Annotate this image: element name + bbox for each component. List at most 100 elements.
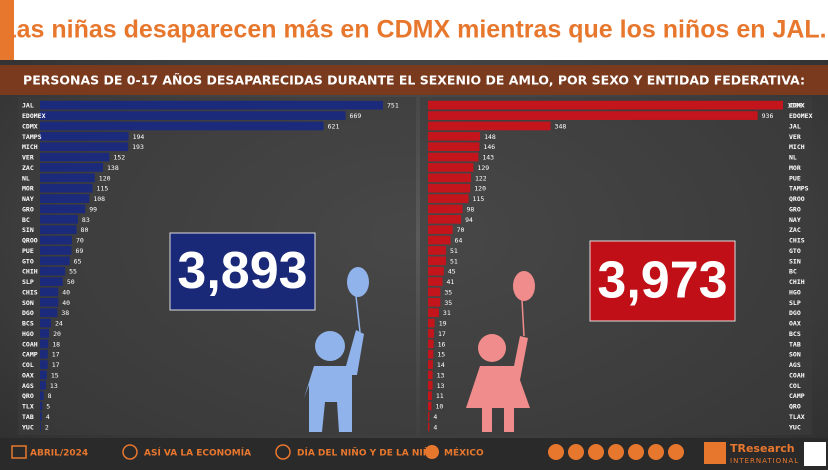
value-label: 4	[433, 413, 437, 421]
bar	[40, 173, 95, 183]
value-label: 99	[89, 205, 97, 213]
bar	[40, 349, 48, 359]
footer-brand-sub: INTERNATIONAL	[730, 457, 799, 465]
category-label: COAH	[22, 340, 38, 348]
category-label: VER	[789, 133, 801, 141]
value-label: 194	[133, 133, 145, 141]
value-label: 17	[52, 361, 60, 369]
category-label: QROO	[789, 195, 805, 203]
bar	[40, 163, 104, 172]
bar	[428, 142, 480, 152]
category-label: NL	[22, 174, 30, 182]
category-label: BCS	[789, 330, 801, 338]
category-label: PUE	[22, 247, 34, 255]
value-label: 20	[53, 330, 61, 338]
bar	[40, 214, 78, 224]
bar	[40, 370, 47, 380]
title: Las niñas desaparecen más en CDMX mientr…	[1, 16, 826, 44]
bar	[40, 204, 86, 214]
bar	[428, 297, 441, 307]
footer-date: ABRIL/2024	[30, 449, 88, 459]
value-label: 80	[81, 226, 89, 234]
category-label: OAX	[789, 320, 801, 328]
bar	[40, 111, 346, 120]
category-label: TLAX	[789, 413, 805, 421]
value-label: 4	[46, 413, 50, 421]
subtitle: PERSONAS DE 0-17 AÑOS DESAPARECIDAS DURA…	[23, 73, 805, 88]
category-label: MOR	[789, 164, 801, 172]
bar	[40, 401, 43, 411]
value-label: 120	[474, 185, 486, 193]
category-label: VER	[22, 154, 34, 162]
bar	[428, 204, 463, 214]
value-label: 115	[97, 185, 109, 193]
category-label: COL	[789, 382, 801, 390]
bar	[428, 370, 433, 380]
category-label: AGS	[22, 382, 34, 390]
bar	[40, 287, 59, 297]
category-label: DGO	[22, 309, 34, 317]
bar	[40, 266, 66, 276]
value-label: 146	[483, 143, 495, 151]
category-label: CDMX	[789, 102, 805, 110]
bar	[428, 287, 441, 297]
value-label: 2	[45, 423, 49, 431]
bar	[428, 183, 471, 193]
value-label: 38	[61, 309, 69, 317]
value-label: 17	[52, 351, 60, 359]
bar	[40, 412, 42, 421]
value-label: 40	[62, 288, 70, 296]
category-label: CHIH	[789, 278, 805, 286]
value-label: 50	[67, 278, 75, 286]
bar	[428, 111, 758, 120]
category-label: SON	[22, 299, 34, 307]
value-label: 115	[473, 195, 485, 203]
category-label: SIN	[22, 226, 34, 234]
category-label: CAMP	[22, 351, 38, 359]
bar	[40, 121, 324, 131]
category-label: NL	[789, 154, 797, 162]
bar	[428, 401, 432, 411]
bar	[40, 318, 51, 328]
value-label: 936	[762, 112, 774, 120]
value-label: 138	[107, 164, 119, 172]
value-label: 17	[438, 330, 446, 338]
category-label: MICH	[22, 143, 38, 151]
social-icons	[548, 444, 684, 460]
bar	[40, 235, 72, 245]
bar	[40, 391, 44, 401]
bar	[428, 121, 551, 131]
bar	[428, 266, 444, 276]
category-label: SLP	[789, 299, 801, 307]
bar	[428, 235, 451, 245]
value-label: 64	[455, 237, 463, 245]
value-label: 15	[437, 351, 445, 359]
category-label: EDOMEX	[789, 112, 813, 120]
category-label: GRO	[22, 205, 34, 213]
category-label: PUE	[789, 174, 801, 182]
value-label: 15	[51, 371, 59, 379]
total-box	[589, 240, 736, 322]
bar	[428, 308, 439, 318]
value-label: 1008	[787, 102, 803, 110]
total-value: 3,973	[597, 252, 727, 310]
category-label: NAY	[22, 195, 34, 203]
category-label: YUC	[789, 423, 801, 431]
bar	[428, 339, 434, 349]
category-label: SON	[789, 351, 801, 359]
total-value: 3,893	[177, 242, 307, 300]
girl-icon	[466, 271, 535, 432]
value-label: 122	[475, 174, 487, 182]
category-label: ZAC	[22, 164, 34, 172]
value-label: 4	[433, 423, 437, 431]
bar	[428, 412, 430, 421]
category-label: MOR	[22, 185, 34, 193]
category-label: BC	[22, 216, 30, 224]
category-label: BC	[789, 268, 797, 276]
category-label: CDMX	[22, 122, 38, 130]
value-label: 70	[76, 237, 84, 245]
category-label: TAB	[22, 413, 34, 421]
title-bar	[0, 0, 828, 60]
value-label: 120	[99, 174, 111, 182]
category-label: TAB	[789, 340, 801, 348]
